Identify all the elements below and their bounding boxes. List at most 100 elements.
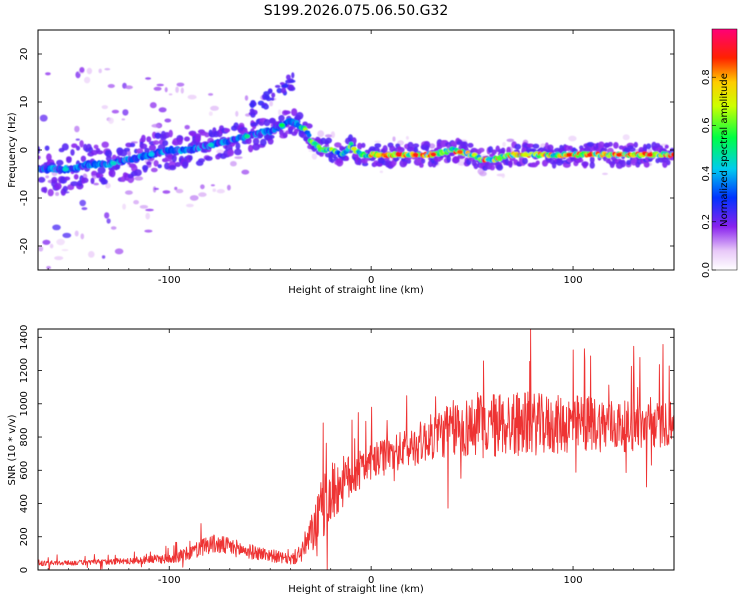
spectrogram-noise-blob [189, 195, 199, 201]
spectrogram-noise-blob [162, 190, 171, 194]
spectrogram-noise-blob [216, 149, 225, 154]
spectrogram-band-blob [146, 136, 152, 143]
spectrogram-noise-blob [62, 232, 72, 238]
spectrogram-band-blob [419, 162, 424, 168]
spectrogram-noise-blob [153, 86, 162, 91]
spectrogram-band-blob [194, 133, 202, 140]
spectrogram-band-blob [263, 119, 271, 127]
spectrogram-noise-blob [502, 141, 506, 147]
spectrogram-noise-blob [39, 114, 48, 122]
spectrogram-peak [523, 152, 530, 157]
spectrogram-band-blob [522, 157, 528, 165]
spectrogram-noise-blob [84, 76, 91, 84]
snr-ytick-label: 400 [19, 494, 30, 513]
spectrogram-band-blob [164, 162, 170, 170]
snr-ytick-label: 200 [19, 527, 30, 546]
spectrogram-noise-blob [108, 117, 114, 124]
spectrogram-band-blob [567, 145, 573, 150]
spectrogram-noise-blob [428, 143, 436, 149]
spectrogram-noise-blob [101, 255, 106, 259]
spectrogram-noise-blob [127, 150, 131, 157]
spectrogram-band-blob [80, 155, 87, 162]
spectrogram-band-blob [607, 141, 613, 147]
spectrogram-band-blob [61, 143, 69, 151]
snr-ytick-label: 600 [19, 461, 30, 480]
spectrogram-ytick-label: 20 [19, 48, 30, 61]
spectrogram-band-blob [81, 177, 89, 184]
spectrogram-noise-blob [61, 249, 69, 252]
spectrogram-noise-blob [187, 94, 197, 100]
spectrogram-band-blob [101, 141, 109, 148]
spectrogram-band-blob [38, 176, 46, 183]
spectrogram-ytick-label: 10 [19, 96, 30, 109]
snr-xtick-label: 100 [564, 575, 583, 586]
spectrogram-band-blob [71, 143, 78, 148]
snr-ytick-label: 1200 [19, 358, 30, 383]
spectrogram-band-blob [633, 141, 638, 148]
spectrogram-band-blob [171, 154, 177, 163]
spectrogram-noise-blob [46, 266, 51, 270]
spectrogram-harmonic-blob [281, 84, 289, 88]
spectrogram-harmonic-blob [263, 95, 270, 99]
spectrogram-noise-blob [145, 212, 150, 220]
spectrogram-peak [615, 152, 622, 157]
colorbar: 0.0 0.2 0.4 0.6 0.8 Normalized spectral ampl… [701, 28, 738, 278]
spectrogram-noise-blob [227, 184, 231, 191]
spectrogram-band-blob [141, 134, 146, 143]
spectrogram-noise-blob [122, 203, 126, 210]
spectrogram-band-blob [154, 132, 162, 139]
spectrogram-band-blob [296, 112, 304, 120]
spectrogram-band-blob [123, 147, 131, 152]
spectrogram-harmonic-blob [289, 79, 296, 83]
spectrogram-peak [496, 155, 503, 161]
spectrogram-noise-blob [622, 134, 630, 141]
spectrogram-noise-blob [75, 138, 80, 141]
spectrogram-band-blob [248, 144, 254, 153]
spectrogram-noise-blob [501, 173, 506, 179]
spectrogram-noise-blob [392, 136, 396, 142]
spectrogram-noise-blob [122, 109, 129, 116]
spectrogram-band-blob [70, 149, 75, 156]
spectrogram-noise-blob [101, 105, 109, 110]
spectrogram-noise-blob [86, 67, 93, 75]
spectrogram-noise-blob [111, 109, 119, 114]
spectrogram-ytick-label: 0 [19, 147, 30, 153]
spectrogram-noise-blob [107, 84, 115, 88]
spectrogram-band-blob [97, 166, 106, 174]
spectrogram-noise-blob [110, 226, 117, 230]
spectrogram-noise-blob [74, 230, 79, 237]
spectrogram-noise-blob [74, 125, 80, 133]
spectrogram-harmonic-blob [276, 87, 283, 94]
spectrogram-band-blob [626, 159, 632, 166]
spectrogram-noise-blob [45, 175, 50, 179]
spectrogram-noise-blob [602, 172, 608, 175]
spectrogram-noise-blob [154, 130, 163, 134]
spectrogram-band-blob [421, 158, 426, 164]
spectrogram-peak [148, 152, 155, 157]
spectrogram-harmonic-blob [271, 92, 276, 98]
spectrogram-harmonic-blob [286, 74, 291, 80]
spectrogram-band-blob [589, 156, 595, 164]
spectrogram-band-blob [204, 132, 210, 138]
spectrogram-noise-blob [241, 169, 250, 175]
spectrogram-noise-blob [210, 184, 215, 187]
spectrogram-noise-blob [106, 218, 111, 224]
spectrogram-noise-blob [311, 153, 318, 160]
spectrogram-noise-blob [64, 273, 68, 278]
spectrogram-band-blob [581, 161, 589, 167]
spectrogram-xlabel: Height of straight line (km) [288, 285, 424, 296]
spectrogram-noise-blob [54, 256, 64, 261]
spectrogram-band-blob [223, 128, 231, 133]
snr-ylabel: SNR (10 * v/v) [7, 414, 18, 485]
spectrogram-band-blob [168, 129, 173, 138]
spectrogram-ylabel: Frequency (Hz) [7, 112, 18, 188]
spectrogram-noise-blob [186, 203, 194, 208]
spectrogram-band-blob [198, 158, 205, 163]
spectrogram-noise-blob [98, 68, 102, 74]
spectrogram-noise-blob [81, 207, 88, 211]
spectrogram-noise-blob [121, 118, 126, 121]
spectrogram-harmonic-blob [268, 89, 273, 93]
spectrogram-ridge-cell [670, 152, 674, 157]
